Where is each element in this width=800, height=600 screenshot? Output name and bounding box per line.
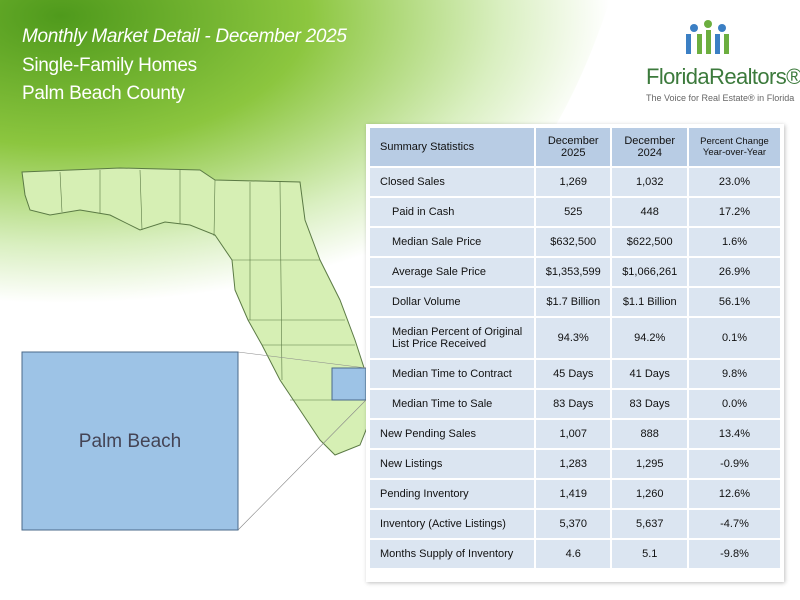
cell: 5,370 [536, 510, 611, 538]
cell: 1,007 [536, 420, 611, 448]
table-row: Pending Inventory 1,419 1,260 12.6% [370, 480, 780, 508]
cell: 41 Days [612, 360, 687, 388]
cell: 1,269 [536, 168, 611, 196]
cell: 1.6% [688, 228, 780, 256]
cell: $1.7 Billion [536, 288, 611, 316]
table-row: Months Supply of Inventory 4.6 5.1 -9.8% [370, 540, 780, 568]
column-header: Percent Change Year-over-Year [688, 128, 780, 166]
cell: 0.1% [688, 318, 780, 358]
cell: 56.1% [688, 288, 780, 316]
logo-icon [686, 20, 729, 54]
cell: 94.3% [536, 318, 611, 358]
table-row: New Listings 1,283 1,295 -0.9% [370, 450, 780, 478]
row-label: Median Time to Sale [370, 390, 534, 418]
table-row: Median Sale Price $632,500 $622,500 1.6% [370, 228, 780, 256]
table-row: New Pending Sales 1,007 888 13.4% [370, 420, 780, 448]
cell: 1,419 [536, 480, 611, 508]
cell: 1,283 [536, 450, 611, 478]
cell: 888 [612, 420, 687, 448]
table-row: Dollar Volume $1.7 Billion $1.1 Billion 56.… [370, 288, 780, 316]
cell: $632,500 [536, 228, 611, 256]
cell: 5,637 [612, 510, 687, 538]
row-label: Pending Inventory [370, 480, 534, 508]
summary-table: Summary Statistics December 2025 December … [366, 124, 784, 582]
cell: 17.2% [688, 198, 780, 226]
cell: -9.8% [688, 540, 780, 568]
title: Monthly Market Detail - December 2025 [22, 26, 347, 47]
row-label: New Listings [370, 450, 534, 478]
cell: 525 [536, 198, 611, 226]
subtitle: Single-Family Homes [22, 55, 197, 76]
logo-name: FloridaRealtors® [646, 64, 800, 89]
table-row: Paid in Cash 525 448 17.2% [370, 198, 780, 226]
row-label: Median Sale Price [370, 228, 534, 256]
cell: 1,032 [612, 168, 687, 196]
row-label: New Pending Sales [370, 420, 534, 448]
table-row: Inventory (Active Listings) 5,370 5,637 -4.… [370, 510, 780, 538]
table-row: Median Percent of Original List Price Re… [370, 318, 780, 358]
row-label: Paid in Cash [370, 198, 534, 226]
cell: $1.1 Billion [612, 288, 687, 316]
cell: 13.4% [688, 420, 780, 448]
palm-beach-highlight [331, 367, 367, 401]
cell: 4.6 [536, 540, 611, 568]
row-label: Inventory (Active Listings) [370, 510, 534, 538]
row-label: Closed Sales [370, 168, 534, 196]
table-row: Closed Sales 1,269 1,032 23.0% [370, 168, 780, 196]
palm-beach-inset [21, 351, 239, 531]
cell: 83 Days [612, 390, 687, 418]
florida-map [21, 167, 371, 456]
cell: 45 Days [536, 360, 611, 388]
cell: 9.8% [688, 360, 780, 388]
cell: 26.9% [688, 258, 780, 286]
column-header: Summary Statistics [370, 128, 534, 166]
cell: 0.0% [688, 390, 780, 418]
map-label: Palm Beach [79, 431, 181, 452]
cell: 5.1 [612, 540, 687, 568]
cell: 94.2% [612, 318, 687, 358]
cell: $622,500 [612, 228, 687, 256]
row-label: Dollar Volume [370, 288, 534, 316]
cell: -4.7% [688, 510, 780, 538]
cell: 23.0% [688, 168, 780, 196]
table-row: Median Time to Sale 83 Days 83 Days 0.0% [370, 390, 780, 418]
cell: 1,295 [612, 450, 687, 478]
table-row: Average Sale Price $1,353,599 $1,066,261 26… [370, 258, 780, 286]
area: Palm Beach County [22, 83, 185, 104]
row-label: Median Percent of Original List Price Re… [370, 318, 534, 358]
logo-tagline: The Voice for Real Estate® in Florida [646, 93, 795, 103]
cell: $1,353,599 [536, 258, 611, 286]
row-label: Months Supply of Inventory [370, 540, 534, 568]
table-row: Median Time to Contract 45 Days 41 Days 9.8… [370, 360, 780, 388]
row-label: Average Sale Price [370, 258, 534, 286]
column-header: December 2025 [536, 128, 611, 166]
cell: -0.9% [688, 450, 780, 478]
cell: 12.6% [688, 480, 780, 508]
column-header: December 2024 [612, 128, 687, 166]
cell: 1,260 [612, 480, 687, 508]
cell: 83 Days [536, 390, 611, 418]
cell: $1,066,261 [612, 258, 687, 286]
cell: 448 [612, 198, 687, 226]
row-label: Median Time to Contract [370, 360, 534, 388]
